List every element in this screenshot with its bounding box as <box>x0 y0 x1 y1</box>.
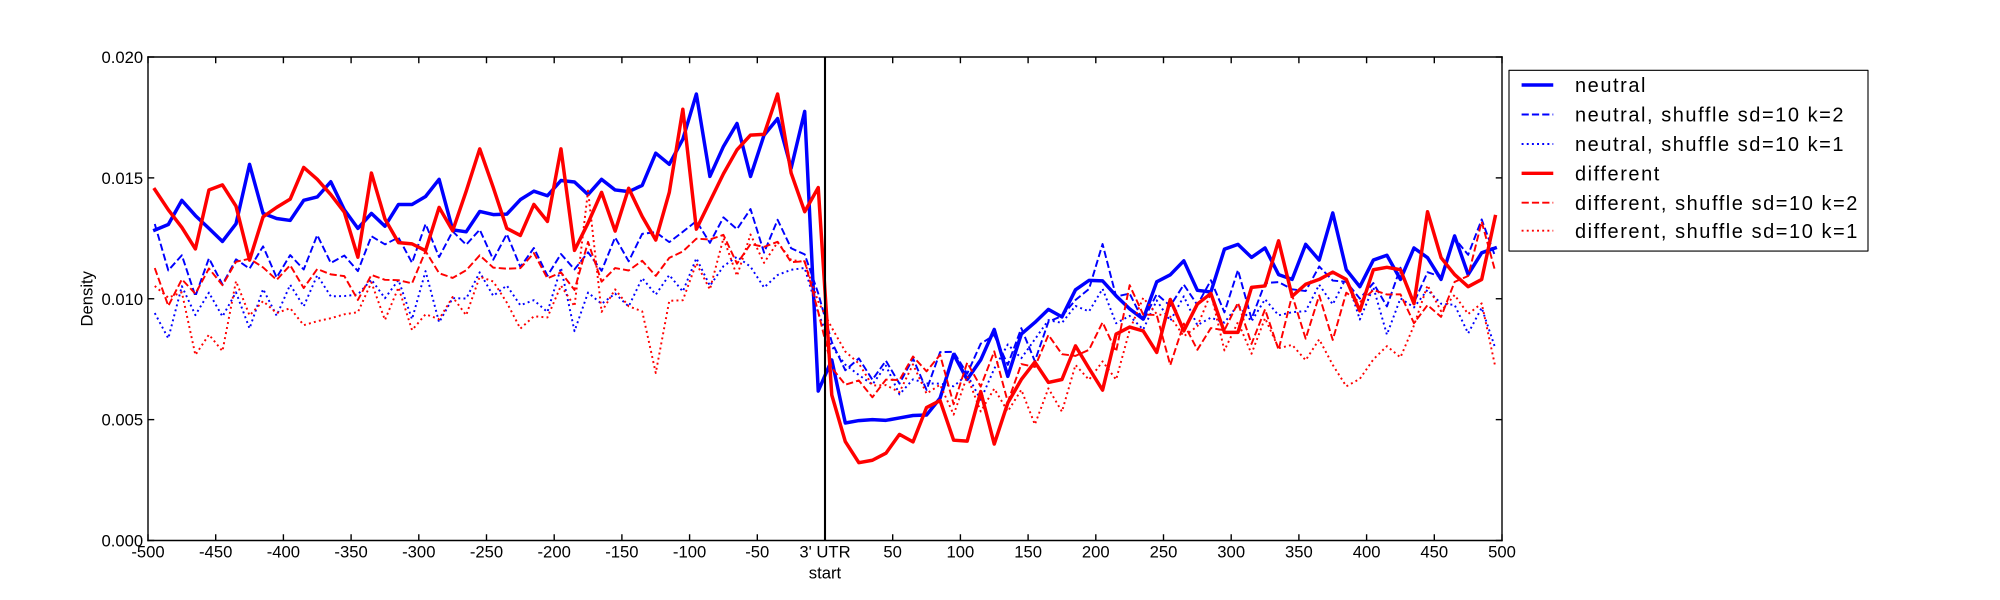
svg-text:0.015: 0.015 <box>101 169 143 188</box>
svg-text:350: 350 <box>1285 542 1313 561</box>
svg-text:neutral, shuffle sd=10 k=1: neutral, shuffle sd=10 k=1 <box>1575 134 1845 156</box>
svg-text:-200: -200 <box>538 542 571 561</box>
svg-text:300: 300 <box>1217 542 1245 561</box>
svg-text:-450: -450 <box>199 542 232 561</box>
svg-text:-300: -300 <box>402 542 435 561</box>
svg-text:50: 50 <box>883 542 902 561</box>
svg-text:500: 500 <box>1488 542 1516 561</box>
svg-text:-100: -100 <box>673 542 706 561</box>
svg-text:start: start <box>809 564 842 583</box>
svg-text:-400: -400 <box>267 542 300 561</box>
svg-text:0.005: 0.005 <box>101 411 143 430</box>
svg-text:neutral: neutral <box>1575 75 1647 97</box>
svg-text:450: 450 <box>1420 542 1448 561</box>
svg-text:-350: -350 <box>334 542 367 561</box>
svg-text:100: 100 <box>947 542 975 561</box>
svg-text:-150: -150 <box>605 542 638 561</box>
svg-text:different, shuffle sd=10 k=1: different, shuffle sd=10 k=1 <box>1575 221 1859 243</box>
svg-text:0.000: 0.000 <box>101 532 143 551</box>
svg-text:-500: -500 <box>131 542 164 561</box>
svg-text:-50: -50 <box>745 542 769 561</box>
svg-text:0.020: 0.020 <box>101 48 143 67</box>
svg-text:-250: -250 <box>470 542 503 561</box>
svg-text:3' UTR: 3' UTR <box>799 542 850 561</box>
svg-text:different, shuffle sd=10 k=2: different, shuffle sd=10 k=2 <box>1575 193 1859 215</box>
svg-text:150: 150 <box>1014 542 1042 561</box>
svg-text:different: different <box>1575 164 1661 186</box>
svg-text:250: 250 <box>1150 542 1178 561</box>
svg-text:neutral, shuffle sd=10 k=2: neutral, shuffle sd=10 k=2 <box>1575 105 1845 127</box>
svg-text:0.010: 0.010 <box>101 290 143 309</box>
svg-text:400: 400 <box>1353 542 1381 561</box>
svg-text:200: 200 <box>1082 542 1110 561</box>
svg-text:Density: Density <box>77 270 96 326</box>
